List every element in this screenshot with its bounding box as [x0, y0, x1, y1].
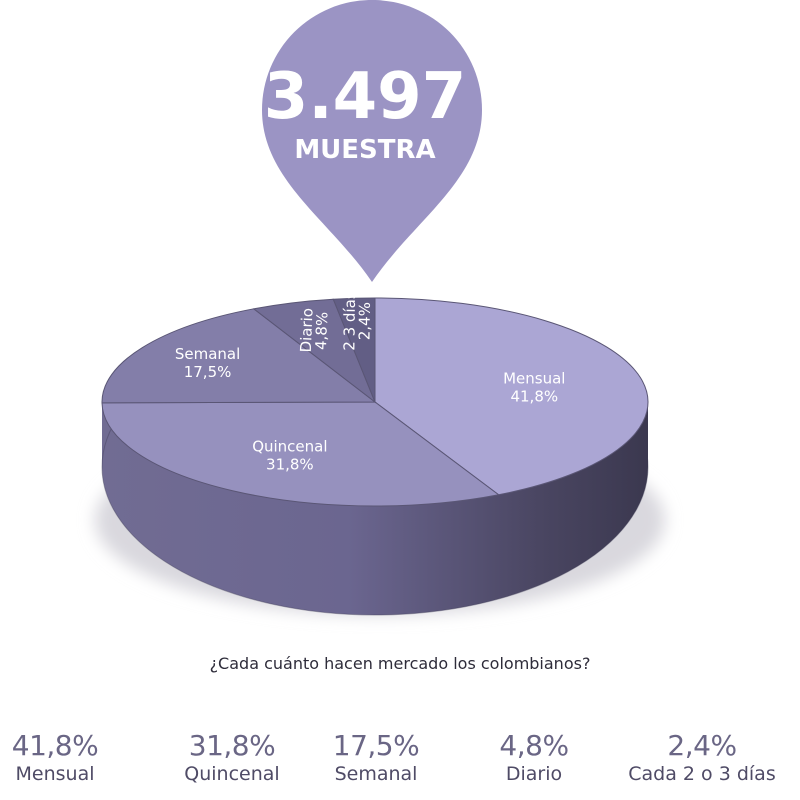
- slice-name-label: Semanal: [175, 345, 240, 363]
- slice-value-label: 41,8%: [510, 387, 558, 405]
- summary-item-semanal: 17,5% Semanal: [318, 730, 434, 786]
- pie-slice-quincenal: [101, 401, 500, 507]
- sample-label: MUESTRA: [294, 135, 435, 165]
- summary-category: Cada 2 o 3 días: [628, 763, 776, 785]
- summary-item-quincenal: 31,8% Quincenal: [170, 730, 294, 786]
- chart-question: ¿Cada cuánto hacen mercado los colombian…: [209, 654, 591, 673]
- slice-value-label: 31,8%: [266, 455, 314, 473]
- slice-value-label: 4,8%: [312, 311, 332, 350]
- slice-value-label: 17,5%: [184, 363, 232, 381]
- slice-name-label: Quincenal: [252, 437, 327, 455]
- summary-percent: 31,8%: [188, 729, 276, 762]
- pie-slice-semanal: [101, 308, 377, 404]
- summary-percent: 17,5%: [332, 729, 420, 762]
- pin-shape: [262, 0, 482, 282]
- pie-slice-2-3-d-as: [332, 297, 376, 403]
- summary-item-cada-2-o-3-dias: 2,4% Cada 2 o 3 días: [604, 730, 800, 786]
- slice-name-label: Mensual: [503, 369, 565, 387]
- sample-value: 3.497: [264, 60, 466, 134]
- summary-category: Quincenal: [184, 763, 280, 785]
- summary-item-mensual: 41,8% Mensual: [0, 730, 110, 786]
- pie-slice-mensual: [374, 297, 649, 496]
- summary-category: Diario: [505, 763, 563, 785]
- sample-pin: 3.497 MUESTRA: [262, 0, 482, 282]
- summary-category: Semanal: [334, 763, 418, 785]
- slice-name-label: Diario: [297, 308, 317, 353]
- slice-name-label: 2 3 días: [340, 291, 359, 351]
- summary-percent: 2,4%: [667, 729, 737, 762]
- slice-value-label: 2,4%: [355, 302, 373, 340]
- summary-percent: 4,8%: [499, 729, 569, 762]
- summary-item-diario: 4,8% Diario: [484, 730, 584, 786]
- summary-percent: 41,8%: [11, 729, 99, 762]
- pie-slices: [101, 297, 649, 507]
- summary-category: Mensual: [15, 763, 95, 785]
